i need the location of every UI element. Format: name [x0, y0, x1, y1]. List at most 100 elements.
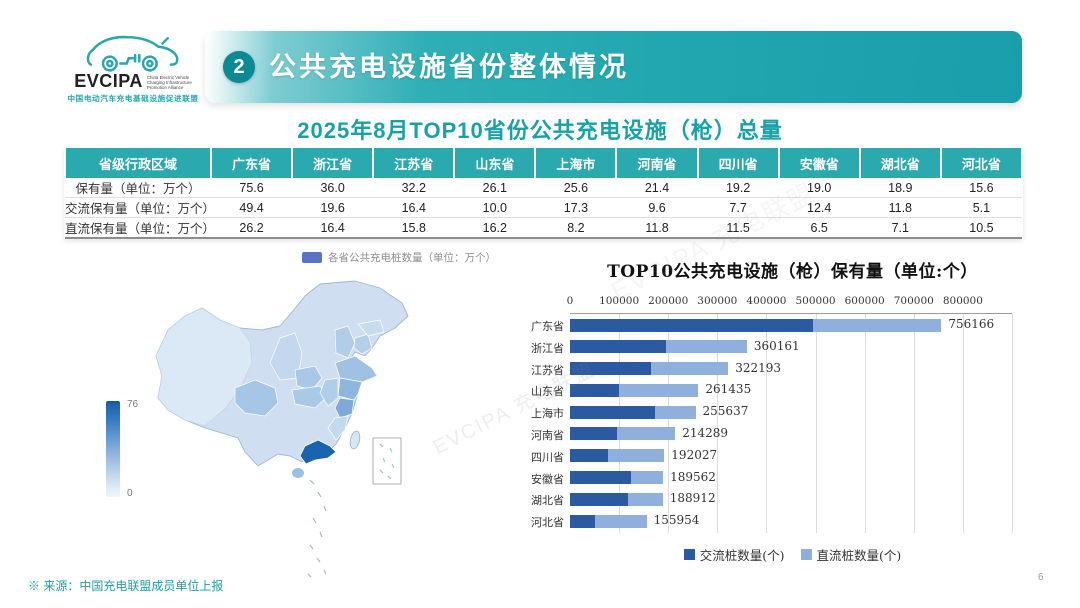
category-label: 安徽省 [531, 472, 564, 486]
table-row: 保有量（单位：万个） 75.6 36.0 32.2 26.1 25.6 21.4 19.2 19… [65, 178, 1022, 198]
table-cell: 17.3 [535, 197, 617, 218]
table-cell: 26.1 [454, 178, 536, 198]
province-totals-table: 省级行政区域 广东省 浙江省 江苏省 山东省 上海市 河南省 四川省 安徽省 湖北省 河北省 保有量（… [64, 148, 1024, 239]
section-number-badge: 2 [223, 51, 255, 83]
gridline [717, 314, 719, 533]
map-legend: 各省公共充电桩数量（单位：万个） [302, 250, 496, 265]
top10-bar-chart: TOP10公共充电设施（枪）保有量（单位:个） 0 100000 200000 300… [531, 257, 1045, 582]
dc-segment [619, 383, 699, 397]
section-header-banner: 2 公共充电设施省份整体情况 [205, 31, 1022, 103]
bar-row: 浙江省 360161 [531, 336, 1012, 358]
map-legend-swatch-icon [302, 252, 322, 263]
legend-label: 直流桩数量(个) [816, 548, 902, 563]
table-cell: 19.6 [292, 197, 374, 218]
table-cell: 7.1 [859, 217, 941, 239]
chart-plot-area: 广东省 756166 浙江省 360161 江苏省 322193 山东省 261435 上海市 2… [531, 313, 1013, 533]
category-label: 浙江省 [531, 341, 564, 355]
table-row: 直流保有量（单位：万个） 26.2 16.4 15.8 16.2 8.2 11.8 11.5 6… [65, 217, 1022, 239]
bar-value-label: 192027 [671, 447, 718, 462]
stacked-bar [570, 492, 663, 506]
car-charging-icon [86, 35, 179, 72]
stacked-bar [570, 514, 647, 528]
table-cell: 11.8 [616, 217, 698, 239]
bar-row: 安徽省 189562 [531, 467, 1012, 489]
legend-item: 直流桩数量(个) [800, 545, 902, 564]
logo-wordmark: EVCIPA [74, 71, 143, 91]
bar-value-label: 155954 [653, 513, 700, 528]
x-axis-tick-label: 500000 [795, 295, 836, 307]
slide-title-row: 2025年8月TOP10省份公共充电设施（枪）总量 [0, 113, 1080, 150]
stacked-bar [570, 383, 699, 397]
table-cell: 9.6 [616, 197, 698, 218]
dc-segment [607, 449, 665, 463]
table-row-label: 交流保有量（单位：万个） [65, 197, 215, 218]
table-cell: 7.7 [697, 197, 779, 218]
gridline [766, 314, 768, 533]
x-axis-tick-label: 300000 [697, 295, 738, 307]
bar-value-label: 322193 [735, 360, 782, 375]
table-cell: 36.0 [292, 178, 374, 198]
table-header-cell: 山东省 [453, 148, 537, 178]
logo-org-chinese: 中国电动汽车充电基础设施促进联盟 [67, 94, 199, 103]
gridline [668, 314, 670, 533]
table-cell: 15.6 [940, 178, 1022, 198]
category-label: 广东省 [531, 320, 564, 333]
table-header-cell: 省级行政区域 [64, 148, 212, 178]
table-cell: 21.4 [616, 178, 698, 198]
table-cell: 19.0 [778, 178, 860, 198]
map-colorbar-min: 0 [127, 488, 133, 499]
dc-segment [595, 514, 647, 528]
x-axis-tick-label: 800000 [942, 295, 983, 307]
table-cell: 16.2 [454, 217, 536, 239]
south-china-sea-inset [372, 437, 402, 485]
category-label: 湖北省 [531, 494, 564, 508]
table-header-cell: 河南省 [615, 148, 699, 178]
chart-x-axis: 0 100000 200000 300000 400000 500000 600000 700… [567, 295, 1012, 309]
category-label: 四川省 [531, 450, 564, 464]
category-label: 河南省 [531, 428, 564, 442]
stacked-bar [570, 340, 747, 354]
stacked-bar [570, 362, 729, 376]
ac-segment [570, 340, 667, 354]
bar-value-label: 189562 [670, 469, 716, 484]
ac-segment [570, 492, 628, 506]
gridline [815, 314, 817, 533]
bar-value-label: 360161 [753, 338, 800, 353]
chart-legend: 交流桩数量(个) 直流桩数量(个) [540, 545, 1045, 564]
table-header-cell: 上海市 [534, 148, 618, 178]
stacked-bar [570, 449, 665, 463]
bar-row: 河南省 214289 [531, 423, 1012, 445]
bar-row: 上海市 255637 [531, 401, 1012, 423]
gridline [962, 314, 964, 533]
section-header-title: 公共充电设施省份整体情况 [269, 52, 629, 82]
gridline [1012, 314, 1013, 533]
category-label: 山东省 [531, 385, 564, 399]
chart-title: TOP10公共充电设施（枪）保有量（单位:个） [607, 262, 978, 282]
table-cell: 12.4 [778, 197, 860, 218]
table-header-cell: 四川省 [696, 148, 780, 178]
legend-item: 交流桩数量(个) [683, 545, 785, 564]
x-axis-tick-label: 600000 [844, 295, 885, 307]
category-label: 江苏省 [531, 363, 564, 377]
table-cell: 8.2 [535, 217, 617, 239]
table-header-cell: 广东省 [209, 148, 294, 178]
dc-segment [812, 318, 942, 332]
stacked-bar [570, 405, 696, 419]
table-cell: 11.5 [697, 217, 779, 239]
bar-row: 四川省 192027 [531, 445, 1012, 467]
china-choropleth-map [140, 268, 488, 598]
bar-value-label: 255637 [702, 404, 749, 419]
table-cell: 32.2 [373, 178, 455, 198]
table-cell: 5.1 [940, 197, 1022, 218]
x-axis-tick-label: 700000 [893, 295, 934, 307]
category-label: 上海市 [531, 407, 564, 421]
ac-segment [570, 383, 620, 397]
stacked-bar [570, 318, 942, 332]
source-note: ※ 来源：中国充电联盟成员单位上报 [28, 579, 224, 593]
bar-value-label: 756166 [948, 317, 995, 331]
gridline [619, 314, 621, 533]
bar-row: 山东省 261435 [531, 379, 1012, 401]
stacked-bar [570, 427, 676, 441]
table-cell: 6.5 [778, 217, 860, 239]
